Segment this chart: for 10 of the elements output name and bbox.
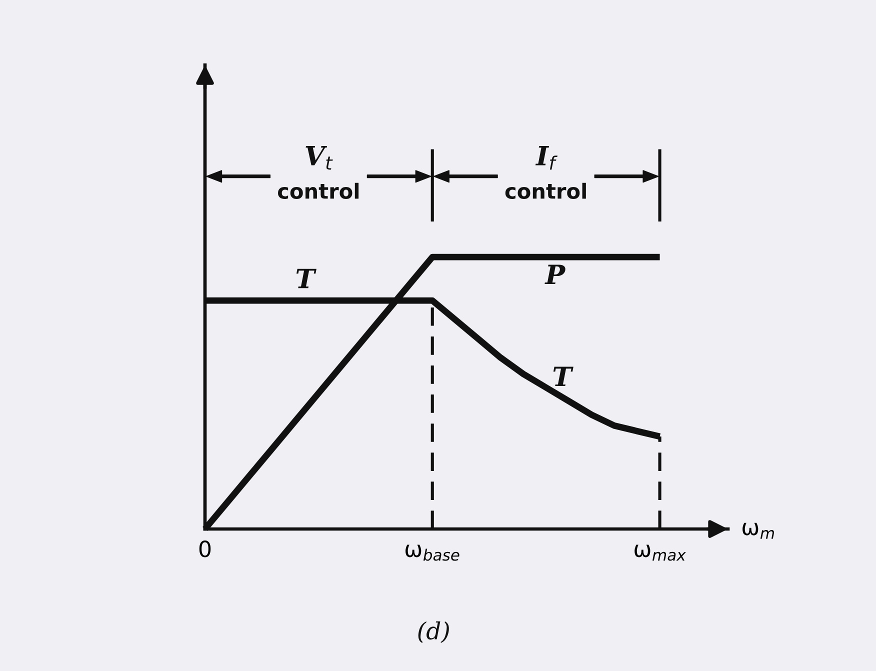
text: I$_{f}$ control xyxy=(505,146,586,199)
x-axis-title: ω$_{m}$ xyxy=(742,522,774,539)
series-label: T xyxy=(553,366,574,386)
series-label: P xyxy=(544,264,566,284)
text: V$_{t}$ control xyxy=(278,146,359,199)
x-tick-label: 0 xyxy=(199,540,211,558)
x-tick-label: ω$_{max}$ xyxy=(634,544,686,561)
text: T xyxy=(296,268,316,288)
x-tick-label: ω$_{base}$ xyxy=(406,544,460,561)
text: (d) xyxy=(418,621,449,643)
